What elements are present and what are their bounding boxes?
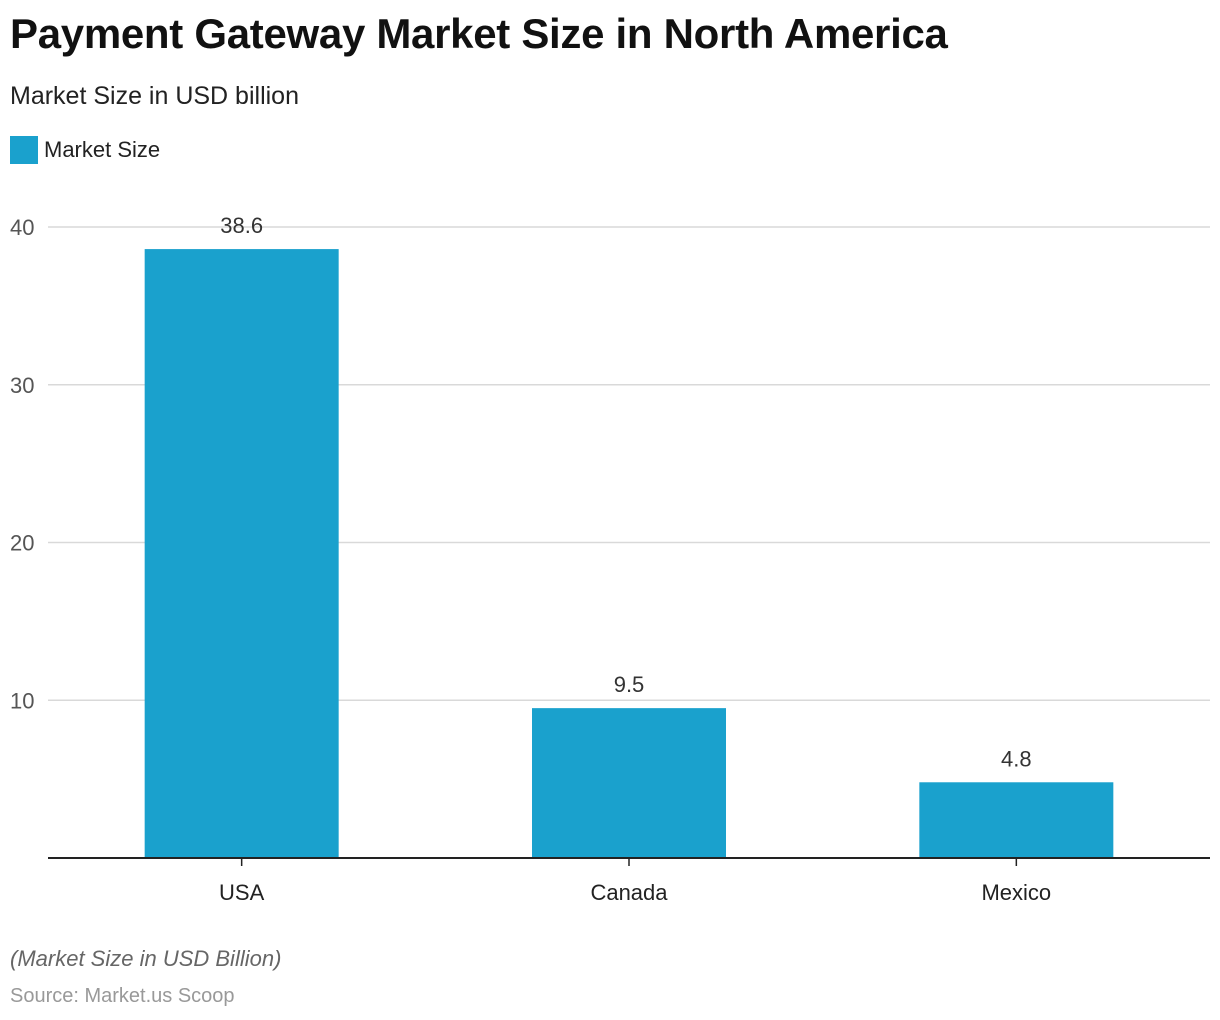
x-tick-label: Canada [590, 880, 668, 905]
x-tick-label: USA [219, 880, 265, 905]
bar-mexico [919, 782, 1114, 858]
bar-usa [144, 249, 339, 858]
y-tick-label: 40 [10, 215, 34, 240]
chart-subtitle: Market Size in USD billion [10, 82, 299, 110]
source-note: Source: Market.us Scoop [10, 985, 235, 1007]
legend-swatch [10, 136, 38, 164]
y-tick-label: 30 [10, 373, 34, 398]
data-label: 38.6 [220, 213, 263, 238]
chart-title: Payment Gateway Market Size in North Ame… [10, 10, 948, 57]
bar-canada [532, 708, 726, 858]
y-tick-label: 20 [10, 531, 34, 556]
data-label: 9.5 [614, 672, 645, 697]
x-tick-label: Mexico [981, 880, 1051, 905]
data-label: 4.8 [1001, 746, 1032, 771]
y-tick-label: 10 [10, 688, 34, 713]
legend-label: Market Size [44, 137, 161, 162]
legend: Market Size [10, 136, 160, 164]
footnote: (Market Size in USD Billion) [10, 946, 282, 971]
